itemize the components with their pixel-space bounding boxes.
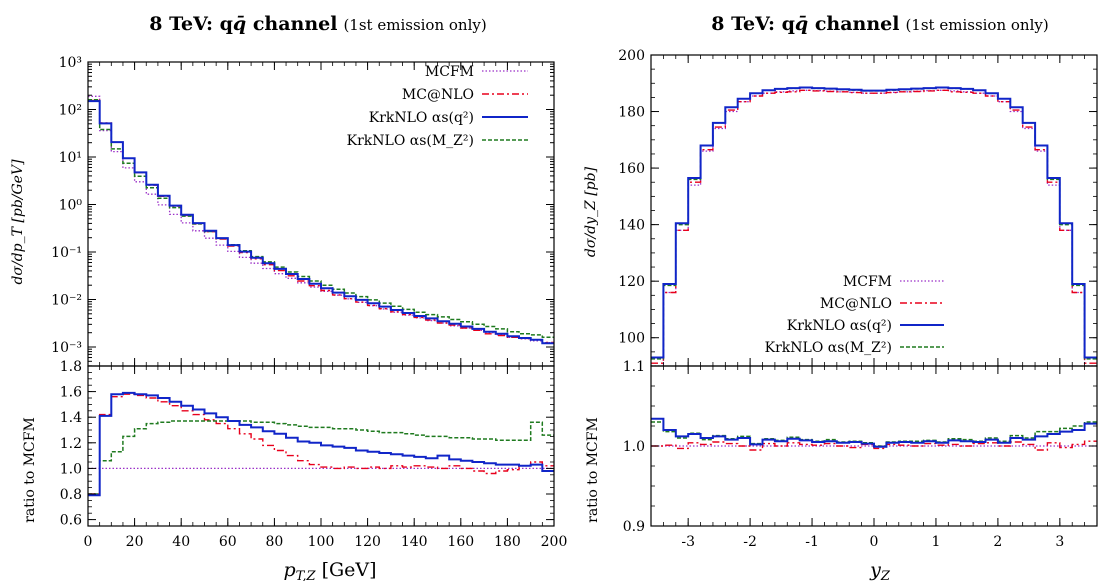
y-tick-label: 10⁻² bbox=[51, 293, 82, 309]
plot-frame bbox=[87, 61, 555, 367]
y-tick-label: 1.6 bbox=[60, 385, 82, 401]
y-tick-label: 10⁰ bbox=[59, 198, 83, 214]
legend-entry-krk-q2: KrkNLO αs(q²) bbox=[369, 110, 528, 126]
y-tick-label: 160 bbox=[618, 161, 645, 177]
y-tick-label: 1.8 bbox=[60, 359, 82, 375]
x-tick-label: -3 bbox=[681, 534, 695, 550]
series-krk-q2 bbox=[651, 417, 1097, 448]
series-krk-mz2 bbox=[88, 99, 554, 339]
y-tick-label: 1.0 bbox=[623, 439, 645, 455]
x-tick-label: -2 bbox=[743, 534, 757, 550]
svg-text:MC@NLO: MC@NLO bbox=[402, 87, 474, 103]
x-tick-label: 40 bbox=[172, 534, 190, 550]
left-ratio-ylabel: ratio to MCFM bbox=[22, 417, 38, 523]
right-title: 8 TeV: qq̄ channel (1st emission only) bbox=[711, 13, 1048, 35]
y-tick-label: 1.2 bbox=[60, 436, 82, 452]
right-ratio-ylabel: ratio to MCFM bbox=[585, 417, 601, 523]
left-xlabel: pT,Z [GeV] bbox=[283, 559, 376, 581]
y-tick-label: 100 bbox=[618, 331, 645, 347]
right-legend: MCFM MC@NLO KrkNLO αs(q²) KrkNLO αs(M_Z²… bbox=[765, 274, 944, 356]
left-main-ylabel: dσ/dp_T [pb/GeV] bbox=[10, 159, 26, 285]
series-krk-q2 bbox=[88, 100, 554, 345]
y-tick-label: 10¹ bbox=[59, 150, 82, 166]
x-tick-label: 120 bbox=[354, 534, 381, 550]
left-ratio-plot: 0.6 0.8 1.0 1.2 1.4 1.6 1.8 0 20 40 60 80 100 120 140 1… bbox=[60, 359, 568, 550]
series-mcfm bbox=[88, 95, 554, 344]
y-tick-label: 10² bbox=[59, 103, 82, 119]
x-tick-label: 60 bbox=[219, 534, 237, 550]
right-xlabel: yZ bbox=[869, 559, 891, 581]
svg-text:MCFM: MCFM bbox=[425, 64, 474, 80]
x-tick-label: 1 bbox=[931, 534, 940, 550]
y-tick-label: 1.1 bbox=[623, 359, 645, 375]
x-tick-label: 0 bbox=[84, 534, 93, 550]
y-tick-label: 1.0 bbox=[60, 461, 82, 477]
left-main-plot: 10⁻³ 10⁻² 10⁻¹ 10⁰ 10¹ 10² 10³ bbox=[51, 55, 555, 367]
legend-entry-mcfm: MCFM bbox=[843, 274, 944, 290]
y-tick-label: 0.6 bbox=[60, 513, 82, 529]
y-tick-label: 140 bbox=[618, 218, 645, 234]
y-tick-label: 0.9 bbox=[623, 519, 645, 535]
x-tick-label: 200 bbox=[541, 534, 568, 550]
x-tick-label: 100 bbox=[308, 534, 335, 550]
x-tick-label: 160 bbox=[447, 534, 474, 550]
legend-entry-mcnlo: MC@NLO bbox=[402, 87, 528, 103]
series-krk-q2 bbox=[88, 391, 554, 497]
series-krk-q2 bbox=[651, 86, 1097, 359]
x-tick-label: 180 bbox=[494, 534, 521, 550]
svg-text:MCFM: MCFM bbox=[843, 274, 892, 290]
x-tick-label: 2 bbox=[993, 534, 1002, 550]
series-mcnlo bbox=[88, 99, 554, 344]
svg-text:KrkNLO αs(q²): KrkNLO αs(q²) bbox=[787, 318, 892, 334]
y-tick-label: 0.8 bbox=[60, 487, 82, 503]
legend-entry-mcfm: MCFM bbox=[425, 64, 528, 80]
y-tick-label: 1.4 bbox=[60, 410, 82, 426]
svg-text:KrkNLO αs(M_Z²): KrkNLO αs(M_Z²) bbox=[765, 340, 892, 356]
right-ratio-plot: 0.9 1.0 1.1 -3 -2 -1 0 1 2 3 bbox=[623, 359, 1098, 550]
x-tick-label: -1 bbox=[805, 534, 819, 550]
svg-text:KrkNLO αs(M_Z²): KrkNLO αs(M_Z²) bbox=[347, 133, 474, 149]
y-tick-label: 180 bbox=[618, 105, 645, 121]
x-tick-label: 80 bbox=[265, 534, 283, 550]
y-tick-label: 120 bbox=[618, 274, 645, 290]
y-tick-label: 10⁻¹ bbox=[51, 245, 82, 261]
x-tick-label: 0 bbox=[870, 534, 879, 550]
legend-entry-mcnlo: MC@NLO bbox=[820, 296, 944, 312]
left-title: 8 TeV: qq̄ channel (1st emission only) bbox=[149, 13, 486, 35]
series-krk-mz2 bbox=[651, 421, 1097, 447]
legend-entry-krk-mz2: KrkNLO αs(M_Z²) bbox=[765, 340, 944, 356]
series-krk-mz2 bbox=[88, 420, 554, 495]
y-tick-label: 10³ bbox=[59, 55, 82, 71]
legend-entry-krk-mz2: KrkNLO αs(M_Z²) bbox=[347, 133, 528, 149]
y-tick-label: 10⁻³ bbox=[51, 340, 82, 356]
left-legend: MCFM MC@NLO KrkNLO αs(q²) KrkNLO αs(M_Z²… bbox=[347, 64, 528, 149]
y-tick-label: 200 bbox=[618, 48, 645, 64]
svg-text:KrkNLO αs(q²): KrkNLO αs(q²) bbox=[369, 110, 474, 126]
x-tick-label: 3 bbox=[1055, 534, 1064, 550]
svg-text:MC@NLO: MC@NLO bbox=[820, 296, 892, 312]
x-tick-label: 140 bbox=[401, 534, 428, 550]
legend-entry-krk-q2: KrkNLO αs(q²) bbox=[787, 318, 944, 334]
right-main-ylabel: dσ/dy_Z [pb] bbox=[583, 166, 599, 257]
x-tick-label: 20 bbox=[126, 534, 144, 550]
